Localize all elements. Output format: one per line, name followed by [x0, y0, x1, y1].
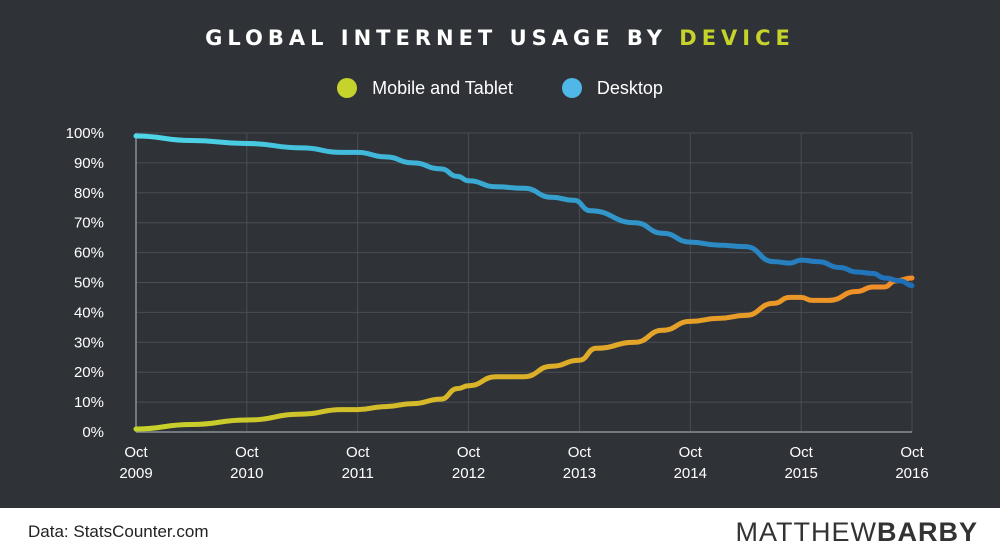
- axes: [135, 133, 912, 433]
- x-tick-label-month: Oct: [457, 444, 481, 461]
- brand-light: MATTHEW: [735, 517, 877, 547]
- chart-title-accent: DEVICE: [679, 26, 795, 50]
- y-tick-label: 70%: [74, 215, 104, 232]
- y-tick-label: 20%: [74, 364, 104, 381]
- y-tick-label: 60%: [74, 245, 104, 262]
- y-tick-label: 10%: [74, 394, 104, 411]
- x-tick-label-year: 2009: [119, 465, 152, 482]
- footer: Data: StatsCounter.com MATTHEWBARBY: [0, 508, 1000, 557]
- legend-swatch-mobile: [337, 78, 358, 98]
- x-tick-label-month: Oct: [124, 444, 148, 461]
- y-tick-label: 50%: [74, 275, 104, 292]
- chart-title-main: GLOBAL INTERNET USAGE BY: [205, 26, 667, 50]
- chart-panel: 0% 10% 20% 30% 40% 50% 60% 70% 80% 90% 100% Oct 2009…: [0, 0, 1000, 508]
- y-tick-label: 40%: [74, 304, 104, 321]
- legend-label-mobile: Mobile and Tablet: [372, 78, 513, 98]
- line-chart: 0% 10% 20% 30% 40% 50% 60% 70% 80% 90% 100% Oct 2009…: [66, 125, 929, 482]
- x-tick-label-year: 2010: [230, 465, 263, 482]
- y-tick-label: 0%: [82, 424, 104, 441]
- x-tick-label-month: Oct: [900, 444, 924, 461]
- x-tick-label-month: Oct: [789, 444, 813, 461]
- y-tick-label: 90%: [74, 155, 104, 172]
- brand-bold: BARBY: [876, 517, 978, 547]
- x-tick-label-year: 2014: [674, 465, 707, 482]
- x-tick-label-year: 2016: [895, 465, 928, 482]
- y-tick-label: 100%: [66, 125, 104, 142]
- x-tick-label-year: 2013: [563, 465, 596, 482]
- series-line-desktop: [133, 133, 915, 288]
- y-tick-label: 80%: [74, 185, 104, 202]
- x-tick-label-year: 2015: [784, 465, 817, 482]
- tick-labels: 0% 10% 20% 30% 40% 50% 60% 70% 80% 90% 100% Oct 2009…: [66, 125, 929, 482]
- brand-logo: MATTHEWBARBY: [736, 517, 979, 548]
- series-line-mobile-and-tablet: [133, 275, 915, 432]
- x-tick-label-year: 2012: [452, 465, 485, 482]
- x-tick-label-year: 2011: [342, 465, 374, 482]
- chart-title: GLOBAL INTERNET USAGE BY DEVICE: [0, 26, 1000, 50]
- x-tick-label-month: Oct: [568, 444, 592, 461]
- series-layer: [133, 133, 915, 432]
- legend: Mobile and Tablet Desktop: [0, 78, 1000, 99]
- x-tick-label-month: Oct: [235, 444, 259, 461]
- grid: [136, 132, 913, 433]
- legend-swatch-desktop: [561, 78, 582, 98]
- x-tick-label-month: Oct: [346, 444, 370, 461]
- legend-label-desktop: Desktop: [596, 78, 663, 98]
- legend-item-desktop: Desktop: [561, 78, 663, 99]
- y-tick-label: 30%: [74, 334, 104, 351]
- data-source: Data: StatsCounter.com: [28, 522, 209, 541]
- x-tick-label-month: Oct: [679, 444, 703, 461]
- legend-item-mobile: Mobile and Tablet: [337, 78, 513, 99]
